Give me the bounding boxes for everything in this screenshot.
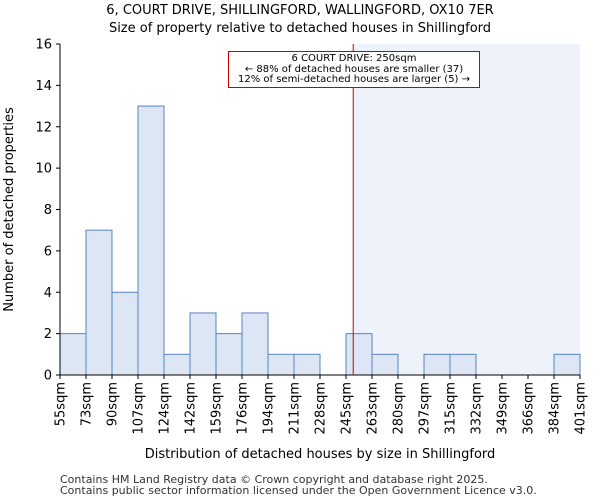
x-tick-label-245sqm: 245sqm: [340, 382, 355, 435]
bar-107sqm: [137, 105, 165, 376]
annotation-line-1: 6 COURT DRIVE: 250sqm: [291, 53, 417, 64]
y-tick-label-16: 16: [35, 38, 52, 53]
x-tick-label-90sqm: 90sqm: [106, 382, 121, 426]
bar-124sqm: [163, 353, 191, 376]
annotation-line-2: ← 88% of detached houses are smaller (37…: [244, 63, 464, 75]
x-tick-label-124sqm: 124sqm: [158, 382, 173, 435]
larger-region-shade: [353, 44, 580, 375]
bar-245sqm: [345, 333, 373, 376]
x-tick-label-297sqm: 297sqm: [418, 382, 433, 435]
bar-297sqm: [423, 353, 451, 376]
x-axis-label: Distribution of detached houses by size …: [145, 447, 496, 462]
x-tick-label-107sqm: 107sqm: [132, 382, 147, 435]
x-tick-label-263sqm: 263sqm: [366, 382, 381, 435]
y-axis-label: Number of detached properties: [2, 107, 17, 312]
x-tick-label-73sqm: 73sqm: [80, 382, 95, 426]
x-tick-label-401sqm: 401sqm: [574, 382, 589, 435]
x-tick-label-159sqm: 159sqm: [210, 382, 225, 435]
chart-subtitle: Size of property relative to detached ho…: [108, 21, 492, 36]
x-tick-label-211sqm: 211sqm: [288, 382, 303, 435]
x-tick-label-315sqm: 315sqm: [444, 382, 459, 435]
x-tick-label-384sqm: 384sqm: [548, 382, 563, 435]
x-tick-label-366sqm: 366sqm: [522, 382, 537, 435]
bar-176sqm: [241, 312, 269, 376]
x-tick-label-142sqm: 142sqm: [184, 382, 199, 435]
bar-315sqm: [449, 353, 477, 376]
x-tick-label-349sqm: 349sqm: [496, 382, 511, 435]
footer-line-2: Contains public sector information licen…: [60, 484, 537, 497]
x-tick-label-176sqm: 176sqm: [236, 382, 251, 435]
x-tick-label-228sqm: 228sqm: [314, 382, 329, 435]
y-tick-label-0: 0: [44, 369, 52, 384]
annotation-line-3: 12% of semi-detached houses are larger (…: [237, 74, 471, 85]
x-tick-label-55sqm: 55sqm: [54, 382, 69, 426]
bar-73sqm: [85, 229, 113, 376]
y-tick-label-8: 8: [44, 203, 52, 218]
x-tick-label-280sqm: 280sqm: [392, 382, 407, 435]
y-tick-label-14: 14: [35, 79, 52, 94]
bar-194sqm: [267, 353, 295, 376]
y-tick-label-6: 6: [44, 244, 52, 259]
x-tick-label-332sqm: 332sqm: [470, 382, 485, 435]
y-tick-label-12: 12: [35, 120, 52, 135]
bar-384sqm: [553, 353, 581, 376]
marker-annotation: 6 COURT DRIVE: 250sqm ← 88% of detached …: [228, 51, 480, 88]
bar-142sqm: [189, 312, 217, 376]
x-tick-label-194sqm: 194sqm: [262, 382, 277, 435]
y-tick-label-4: 4: [44, 286, 52, 301]
bar-263sqm: [371, 353, 399, 376]
chart-title: 6, COURT DRIVE, SHILLINGFORD, WALLINGFOR…: [106, 3, 494, 18]
bar-90sqm: [111, 291, 139, 376]
bar-211sqm: [293, 353, 321, 376]
footer-line-1: Contains HM Land Registry data © Crown c…: [60, 473, 488, 486]
y-tick-label-2: 2: [44, 327, 52, 342]
bar-159sqm: [215, 333, 243, 376]
y-tick-label-10: 10: [35, 162, 52, 177]
bar-55sqm: [59, 333, 87, 376]
